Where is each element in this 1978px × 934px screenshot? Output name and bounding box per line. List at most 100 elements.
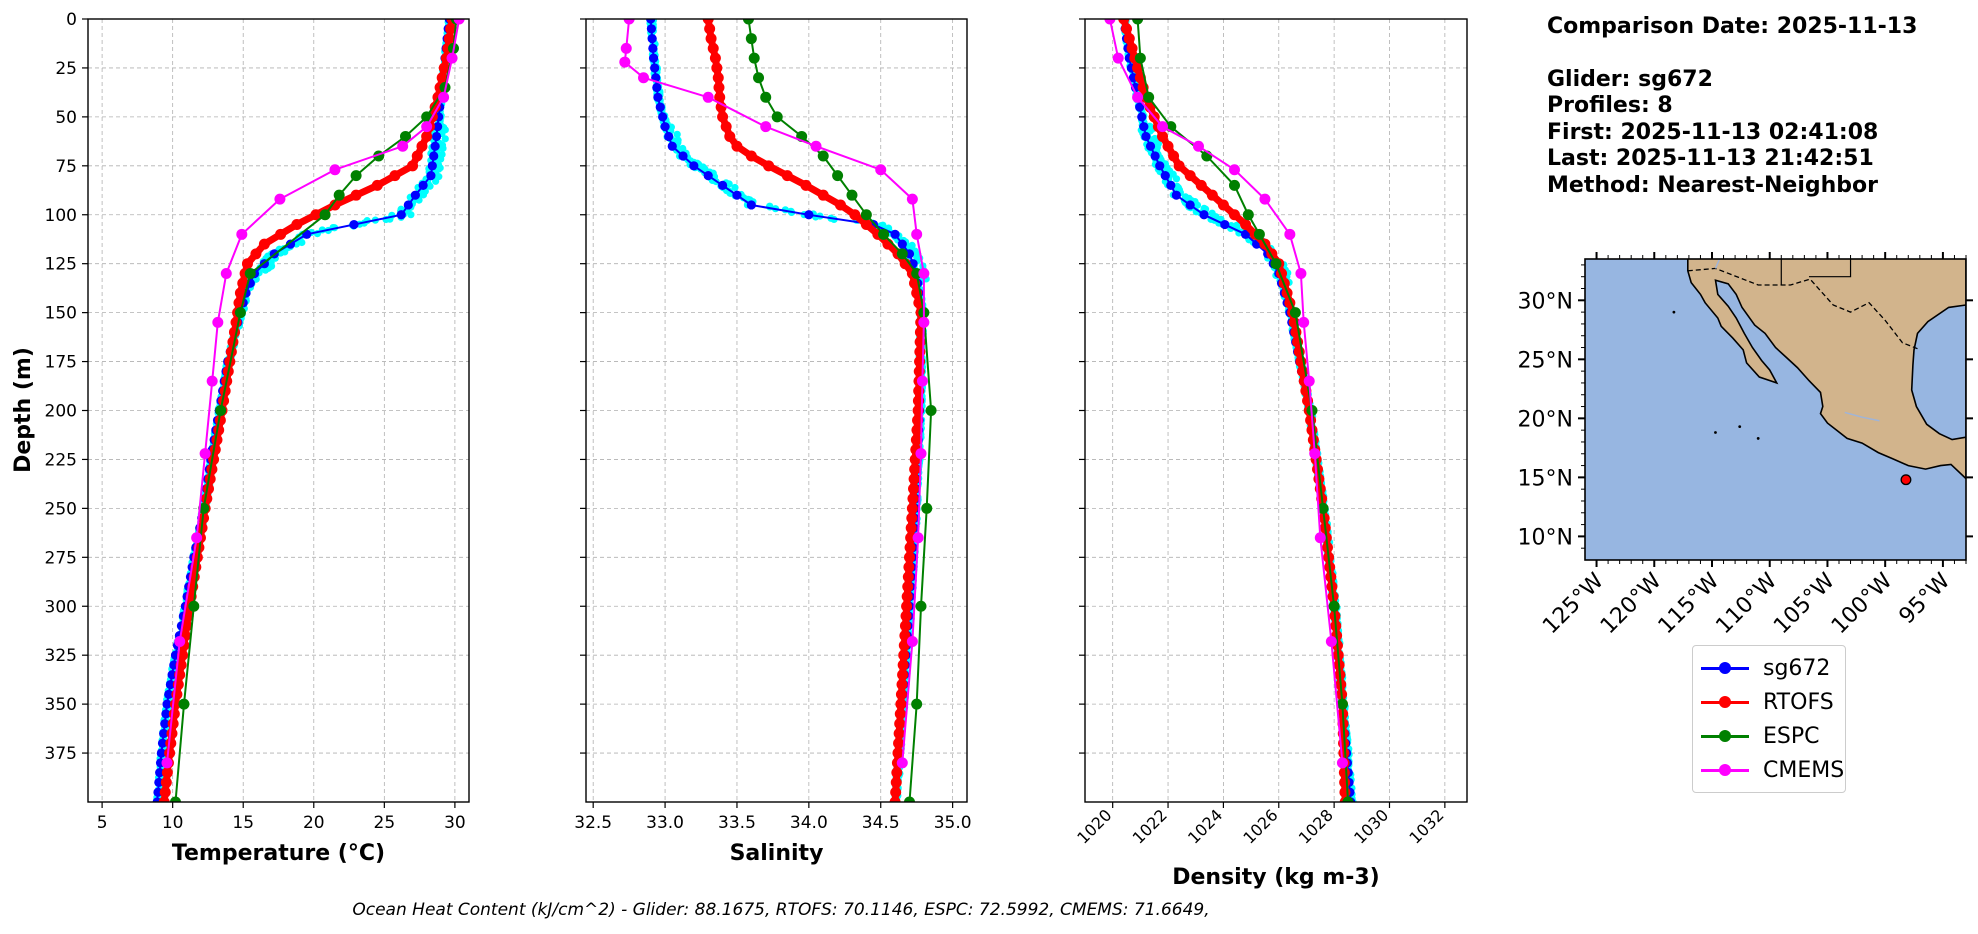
- rtofs-point: [371, 179, 383, 191]
- rtofs-point: [849, 209, 861, 221]
- rtofs-point: [1118, 19, 1130, 25]
- location-map: 30°N 25°N 20°N 15°N 10°N 125°W120°W115°W110°W…: [1518, 252, 1973, 639]
- glider-raw-point: [439, 144, 447, 152]
- series-point-espc: [1228, 179, 1240, 191]
- rtofs-point: [329, 199, 341, 211]
- rtofs-point: [893, 727, 905, 739]
- rtofs-point: [910, 434, 922, 446]
- rtofs-point: [167, 718, 179, 730]
- series-point-espc: [745, 33, 757, 45]
- rtofs-point: [702, 19, 714, 25]
- series-point-cmems: [702, 91, 714, 103]
- first-profile-time: First: 2025-11-13 02:41:08: [1547, 119, 1879, 145]
- rtofs-point: [225, 346, 237, 358]
- rtofs-point: [904, 542, 916, 554]
- interp-method: Method: Nearest-Neighbor: [1547, 172, 1878, 198]
- series-point-espc: [771, 111, 783, 123]
- legend-item-sg672: sg672: [1701, 653, 1830, 683]
- legend: sg672 RTOFS ESPC CMEMS: [1692, 645, 1846, 793]
- rtofs-point: [1339, 776, 1351, 788]
- rtofs-point: [895, 698, 907, 710]
- series-point-espc: [1328, 600, 1340, 612]
- rtofs-point: [889, 796, 901, 802]
- rtofs-point: [411, 150, 423, 162]
- series-point-cmems: [397, 140, 409, 152]
- series-point-espc: [903, 796, 915, 802]
- rtofs-point: [912, 414, 924, 426]
- legend-label: sg672: [1763, 655, 1831, 681]
- x-tick-label: 1030: [1350, 805, 1392, 847]
- series-point-cmems: [1104, 19, 1116, 25]
- glider-raw-point: [432, 177, 440, 185]
- legend-item-cmems: CMEMS: [1701, 755, 1844, 785]
- rtofs-point: [894, 718, 906, 730]
- island: [1714, 431, 1717, 434]
- series-point-espc: [760, 91, 772, 103]
- rtofs-point: [218, 395, 230, 407]
- series-point-cmems: [199, 448, 211, 460]
- series-point-cmems: [1132, 91, 1144, 103]
- y-tick-label: 100: [45, 206, 77, 226]
- rtofs-point: [177, 649, 189, 661]
- series-point-cmems: [906, 193, 918, 205]
- rtofs-point: [902, 571, 914, 583]
- glider-raw-point: [1193, 201, 1202, 209]
- rtofs-point: [237, 277, 249, 289]
- legend-swatch-espc: [1701, 726, 1749, 746]
- rtofs-point: [724, 130, 736, 142]
- rtofs-point: [250, 248, 262, 260]
- series-point-cmems: [1259, 193, 1271, 205]
- glider-raw-point: [731, 183, 739, 192]
- y-tick-label: 350: [45, 695, 77, 715]
- series-point-espc: [925, 405, 937, 416]
- rtofs-point: [907, 493, 919, 505]
- rtofs-point: [1240, 219, 1252, 231]
- rtofs-point: [1132, 62, 1144, 74]
- rtofs-point: [443, 33, 455, 45]
- rtofs-point: [241, 258, 253, 270]
- rtofs-point: [389, 170, 401, 182]
- rtofs-point: [1157, 130, 1169, 142]
- rtofs-point: [160, 776, 172, 788]
- x-tick-label: 1028: [1295, 805, 1337, 847]
- rtofs-point: [1228, 209, 1240, 221]
- series-point-espc: [333, 189, 345, 201]
- lat-tick-label: 15°N: [1518, 466, 1573, 491]
- glider-raw-point: [298, 238, 306, 247]
- x-tick-label: 20: [303, 813, 325, 833]
- y-tick-label: 250: [45, 499, 77, 519]
- y-tick-label: 325: [45, 646, 77, 666]
- country-border: [1687, 267, 1918, 350]
- rtofs-point: [900, 610, 912, 622]
- y-tick-label: 275: [45, 548, 77, 568]
- series-point-espc: [215, 405, 227, 416]
- panel-3: 1020 1022 1024 1026 1028 1030 1032 Density (kg …: [1073, 18, 1468, 890]
- lon-tick-label: 110°W: [1711, 568, 1782, 639]
- gulf-of-mexico: [1910, 304, 1966, 441]
- island: [1756, 437, 1760, 440]
- series-point-espc: [1132, 19, 1144, 25]
- lon-tick-label: 100°W: [1827, 568, 1898, 639]
- glider-raw-point: [1172, 175, 1181, 183]
- rtofs-point: [720, 121, 732, 133]
- series-point-cmems: [1303, 375, 1315, 387]
- series-point-cmems: [916, 375, 928, 387]
- series-point-cmems: [220, 267, 232, 279]
- x-axis-label: Temperature (°C): [172, 841, 385, 866]
- panel-2: 32.5 33.0 33.5 34.0 34.5 35.0 Salinity: [574, 18, 972, 866]
- rtofs-point: [781, 170, 793, 182]
- series-point-cmems: [906, 635, 918, 647]
- rtofs-point: [901, 600, 913, 612]
- rtofs-point: [906, 512, 918, 524]
- series-point-espc: [742, 19, 754, 25]
- lon-tick-label: 125°W: [1538, 568, 1609, 639]
- series-point-cmems: [236, 228, 248, 240]
- rtofs-point: [895, 688, 907, 700]
- island: [1738, 425, 1742, 429]
- series-point-cmems: [274, 193, 286, 205]
- series-point-cmems: [1228, 164, 1240, 176]
- x-tick-label: 33.5: [718, 813, 756, 833]
- series-point-espc: [1336, 698, 1348, 710]
- series-point-cmems: [438, 91, 450, 103]
- series-line-cmems: [166, 19, 461, 763]
